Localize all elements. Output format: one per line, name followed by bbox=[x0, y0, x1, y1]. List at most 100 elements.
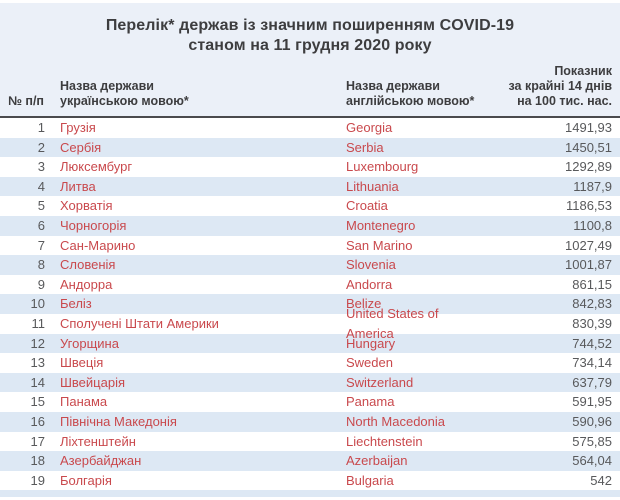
country-name-ukrainian-cell: Ліхтенштейн bbox=[60, 433, 136, 449]
country-name-english-cell: Croatia bbox=[346, 198, 388, 214]
table-row: 1 Грузія Georgia 1491,93 bbox=[0, 118, 620, 138]
covid-country-table-document: Перелік* держав із значним поширенням CO… bbox=[0, 3, 620, 500]
country-name-english-cell: Lithuania bbox=[346, 178, 399, 194]
row-number-cell: 11 bbox=[31, 315, 46, 331]
table-row: 9 Андорра Andorra 861,15 bbox=[0, 275, 620, 295]
col-header-name-ukrainian: Назва держави українською мовою* bbox=[60, 79, 189, 108]
column-headers-row: № п/п Назва держави українською мовою* Н… bbox=[0, 64, 620, 115]
country-name-english-cell: Andorra bbox=[346, 276, 393, 292]
indicator-value-cell: 591,95 bbox=[572, 394, 612, 410]
page-title: Перелік* держав із значним поширенням CO… bbox=[0, 16, 620, 56]
table-row: 6 Чорногорія Montenegro 1100,8 bbox=[0, 215, 620, 236]
indicator-value-cell: 1187,9 bbox=[573, 178, 612, 194]
title-line-1: Перелік* держав із значним поширенням CO… bbox=[105, 17, 515, 34]
indicator-value-cell: 1001,87 bbox=[565, 257, 612, 273]
country-name-ukrainian-cell: Беліз bbox=[60, 296, 92, 312]
country-name-english-cell: Sweden bbox=[346, 355, 393, 371]
table-row: 14 Швейцарія Switzerland 637,79 bbox=[0, 372, 620, 393]
indicator-value-cell: 1100,8 bbox=[573, 217, 612, 233]
indicator-value-cell: 1450,51 bbox=[565, 139, 612, 155]
row-number-cell: 3 bbox=[37, 159, 45, 175]
country-name-english-cell: United States of America bbox=[346, 306, 439, 341]
country-name-english-cell: Azerbaijan bbox=[346, 453, 408, 469]
row-number-cell: 8 bbox=[37, 257, 45, 273]
country-name-ukrainian-cell: Чорногорія bbox=[60, 217, 127, 233]
country-name-ukrainian-cell: Панама bbox=[60, 394, 108, 410]
table-row: 5 Хорватія Croatia 1186,53 bbox=[0, 196, 620, 216]
country-name-english-cell: Bulgaria bbox=[346, 472, 394, 488]
table-row: 17 Ліхтенштейн Liechtenstein 575,85 bbox=[0, 432, 620, 452]
country-name-ukrainian-cell: Сполучені Штати Америки bbox=[60, 315, 219, 331]
table-row: 4 Литва Lithuania 1187,9 bbox=[0, 176, 620, 197]
table-row: 12 Угорщина Hungary 744,52 bbox=[0, 333, 620, 354]
country-name-ukrainian-cell: Сан-Марино bbox=[60, 237, 136, 253]
row-number-cell: 13 bbox=[30, 355, 45, 371]
indicator-value-cell: 637,79 bbox=[572, 374, 612, 390]
table-body: 1 Грузія Georgia 1491,93 2 Сербія Serbia… bbox=[0, 118, 620, 490]
country-name-english-cell: Switzerland bbox=[346, 374, 414, 390]
country-name-ukrainian-cell: Угорщина bbox=[60, 335, 119, 351]
country-name-english-cell: North Macedonia bbox=[346, 413, 445, 429]
country-name-ukrainian-cell: Північна Македонія bbox=[60, 413, 177, 429]
row-number-cell: 14 bbox=[30, 374, 45, 390]
row-number-cell: 4 bbox=[37, 178, 45, 194]
country-name-english-cell: Panama bbox=[346, 394, 395, 410]
indicator-value-cell: 590,96 bbox=[572, 413, 612, 429]
country-name-ukrainian-cell: Болгарія bbox=[60, 472, 112, 488]
table-row: 13 Швеція Sweden 734,14 bbox=[0, 353, 620, 373]
indicator-value-cell: 1027,49 bbox=[565, 237, 612, 253]
row-number-cell: 19 bbox=[30, 472, 45, 488]
country-name-ukrainian-cell: Хорватія bbox=[60, 198, 113, 214]
indicator-value-cell: 542 bbox=[590, 472, 612, 488]
country-name-ukrainian-cell: Словенія bbox=[60, 257, 116, 273]
table-header-panel: Перелік* держав із значним поширенням CO… bbox=[0, 3, 620, 116]
indicator-value-cell: 1186,53 bbox=[565, 198, 612, 214]
country-name-ukrainian-cell: Азербайджан bbox=[60, 453, 142, 469]
row-number-cell: 7 bbox=[37, 237, 45, 253]
indicator-value-cell: 744,52 bbox=[572, 335, 612, 351]
title-line-2: станом на 11 грудня 2020 року bbox=[188, 37, 432, 54]
country-name-ukrainian-cell: Швеція bbox=[60, 355, 104, 371]
row-number-cell: 15 bbox=[30, 394, 45, 410]
table-row: 11 Сполучені Штати Америки United States… bbox=[0, 306, 620, 341]
indicator-value-cell: 575,85 bbox=[572, 433, 612, 449]
row-number-cell: 12 bbox=[30, 335, 45, 351]
country-name-ukrainian-cell: Люксембург bbox=[60, 159, 133, 175]
row-number-cell: 17 bbox=[30, 433, 45, 449]
indicator-value-cell: 830,39 bbox=[572, 315, 612, 331]
row-number-cell: 16 bbox=[30, 413, 45, 429]
indicator-value-cell: 861,15 bbox=[572, 276, 612, 292]
table-row: 8 Словенія Slovenia 1001,87 bbox=[0, 255, 620, 275]
row-number-cell: 1 bbox=[37, 120, 45, 135]
row-number-cell: 5 bbox=[37, 198, 45, 214]
row-number-cell: 2 bbox=[37, 139, 45, 155]
country-name-english-cell: Luxembourg bbox=[346, 159, 419, 175]
indicator-value-cell: 734,14 bbox=[572, 355, 612, 371]
country-name-english-cell: Slovenia bbox=[346, 257, 396, 273]
country-name-ukrainian-cell: Сербія bbox=[60, 139, 102, 155]
table-row: 18 Азербайджан Azerbaijan 564,04 bbox=[0, 451, 620, 471]
row-number-cell: 10 bbox=[30, 296, 45, 312]
indicator-value-cell: 1292,89 bbox=[565, 159, 612, 175]
table-row: 7 Сан-Марино San Marino 1027,49 bbox=[0, 236, 620, 256]
table-row: 15 Панама Panama 591,95 bbox=[0, 392, 620, 412]
row-number-cell: 6 bbox=[37, 217, 45, 233]
country-name-ukrainian-cell: Андорра bbox=[60, 276, 113, 292]
indicator-value-cell: 842,83 bbox=[572, 296, 612, 312]
col-header-number: № п/п bbox=[8, 94, 44, 108]
col-header-indicator: Показник за крайні 14 днів на 100 тис. н… bbox=[508, 64, 612, 108]
indicator-value-cell: 564,04 bbox=[572, 453, 612, 469]
col-header-name-english: Назва держави англійською мовою* bbox=[346, 79, 475, 108]
indicator-value-cell: 1491,93 bbox=[565, 120, 612, 135]
country-name-ukrainian-cell: Швейцарія bbox=[60, 374, 125, 390]
row-number-cell: 18 bbox=[30, 453, 45, 469]
table-row: 16 Північна Македонія North Macedonia 59… bbox=[0, 411, 620, 432]
table-row: 19 Болгарія Bulgaria 542 bbox=[0, 471, 620, 491]
country-name-english-cell: Serbia bbox=[346, 139, 384, 155]
country-name-english-cell: Montenegro bbox=[346, 217, 416, 233]
partial-row-strip bbox=[0, 490, 620, 498]
country-name-english-cell: San Marino bbox=[346, 237, 413, 253]
country-name-english-cell: Hungary bbox=[346, 335, 396, 351]
country-name-english-cell: Belize bbox=[346, 296, 382, 312]
country-name-english-cell: Liechtenstein bbox=[346, 433, 423, 449]
